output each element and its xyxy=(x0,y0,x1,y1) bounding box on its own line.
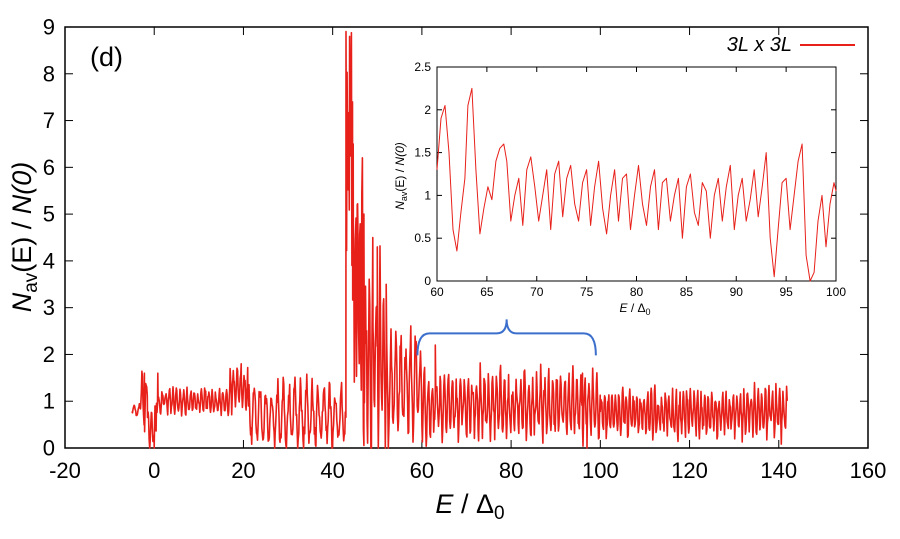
x-tick-label: 85 xyxy=(680,285,694,299)
main-x-title-rest: / Δ xyxy=(453,489,494,519)
main-plot-frame xyxy=(64,26,869,449)
main-y-title-n: N xyxy=(7,292,37,312)
main-y-axis-title: Nav(E) / N(0) xyxy=(7,162,42,313)
y-tick-label: 9 xyxy=(43,15,55,40)
x-tick-label: 60 xyxy=(430,285,444,299)
y-tick-label: 1 xyxy=(424,188,431,202)
y-tick-label: 1 xyxy=(43,389,55,414)
x-tick-label: 80 xyxy=(499,458,523,483)
inset-y-title-n: N xyxy=(393,201,407,210)
y-tick-label: 6 xyxy=(43,155,55,180)
inset-x-axis-title: E / Δ0 xyxy=(619,301,650,317)
x-tick-label: 75 xyxy=(580,285,594,299)
x-tick-label: 80 xyxy=(630,285,644,299)
inset-x-title-var: E xyxy=(619,301,628,315)
main-series-line xyxy=(131,30,788,449)
inset-y-title-end: N(0) xyxy=(393,142,407,165)
main-y-title-sub: av xyxy=(21,272,42,293)
x-tick-label: 140 xyxy=(760,458,797,483)
x-tick-label: 90 xyxy=(730,285,744,299)
inset-y-title-middle: (E) / xyxy=(393,166,407,192)
panel-label: (d) xyxy=(90,42,123,72)
x-tick-label: 100 xyxy=(582,458,619,483)
x-tick-label: 20 xyxy=(231,458,255,483)
x-tick-label: 120 xyxy=(671,458,708,483)
y-tick-label: 8 xyxy=(43,61,55,86)
y-tick-label: 0 xyxy=(424,274,431,288)
main-x-ticks: -20 0 20 40 60 80 100 120 140 160 xyxy=(49,27,886,483)
legend-label: 3L x 3L xyxy=(727,34,792,56)
x-tick-label: 65 xyxy=(480,285,494,299)
y-tick-label: 1.5 xyxy=(414,146,431,160)
inset-y-axis-title: Nav(E) / N(0) xyxy=(393,142,409,210)
y-tick-label: 3 xyxy=(43,295,55,320)
x-tick-label: 60 xyxy=(410,458,434,483)
x-tick-label: 40 xyxy=(320,458,344,483)
x-tick-label: 160 xyxy=(850,458,887,483)
y-tick-label: 2 xyxy=(43,342,55,367)
main-y-ticks: 0 1 2 3 4 5 6 7 8 9 xyxy=(43,15,868,461)
main-y-title-middle: (E) / xyxy=(7,214,37,273)
main-y-title-end: N(0) xyxy=(7,162,37,215)
inset-x-title-rest: / Δ xyxy=(627,301,645,315)
inset-plot-frame xyxy=(436,66,837,282)
y-tick-label: 2.5 xyxy=(414,60,431,74)
x-tick-label: -20 xyxy=(49,458,81,483)
y-tick-label: 7 xyxy=(43,108,55,133)
inset-y-title-sub: av xyxy=(399,191,409,201)
inset-x-ticks: 60 65 70 75 80 85 90 95 100 xyxy=(430,67,846,299)
main-x-axis-title: E / Δ0 xyxy=(435,489,504,524)
brace-annotation xyxy=(416,319,597,356)
y-tick-label: 2 xyxy=(424,103,431,117)
inset-chart: 60 65 70 75 80 85 90 95 100 0 0.5 1 1.5 2 2.5 E / Δ 0 … xyxy=(393,60,846,317)
x-tick-label: 95 xyxy=(779,285,793,299)
y-tick-label: 4 xyxy=(43,248,55,273)
legend: 3L x 3L xyxy=(727,34,855,56)
x-tick-label: 0 xyxy=(148,458,160,483)
inset-y-ticks: 0 0.5 1 1.5 2 2.5 xyxy=(414,60,836,288)
y-tick-label: 0.5 xyxy=(414,231,431,245)
inset-series-line xyxy=(436,87,837,282)
y-tick-label: 5 xyxy=(43,202,55,227)
inset-x-title-sub: 0 xyxy=(646,307,651,317)
main-x-title-sub: 0 xyxy=(494,503,505,524)
x-tick-label: 100 xyxy=(826,285,846,299)
x-tick-label: 70 xyxy=(530,285,544,299)
main-x-title-var: E xyxy=(435,489,454,519)
y-tick-label: 0 xyxy=(43,436,55,461)
